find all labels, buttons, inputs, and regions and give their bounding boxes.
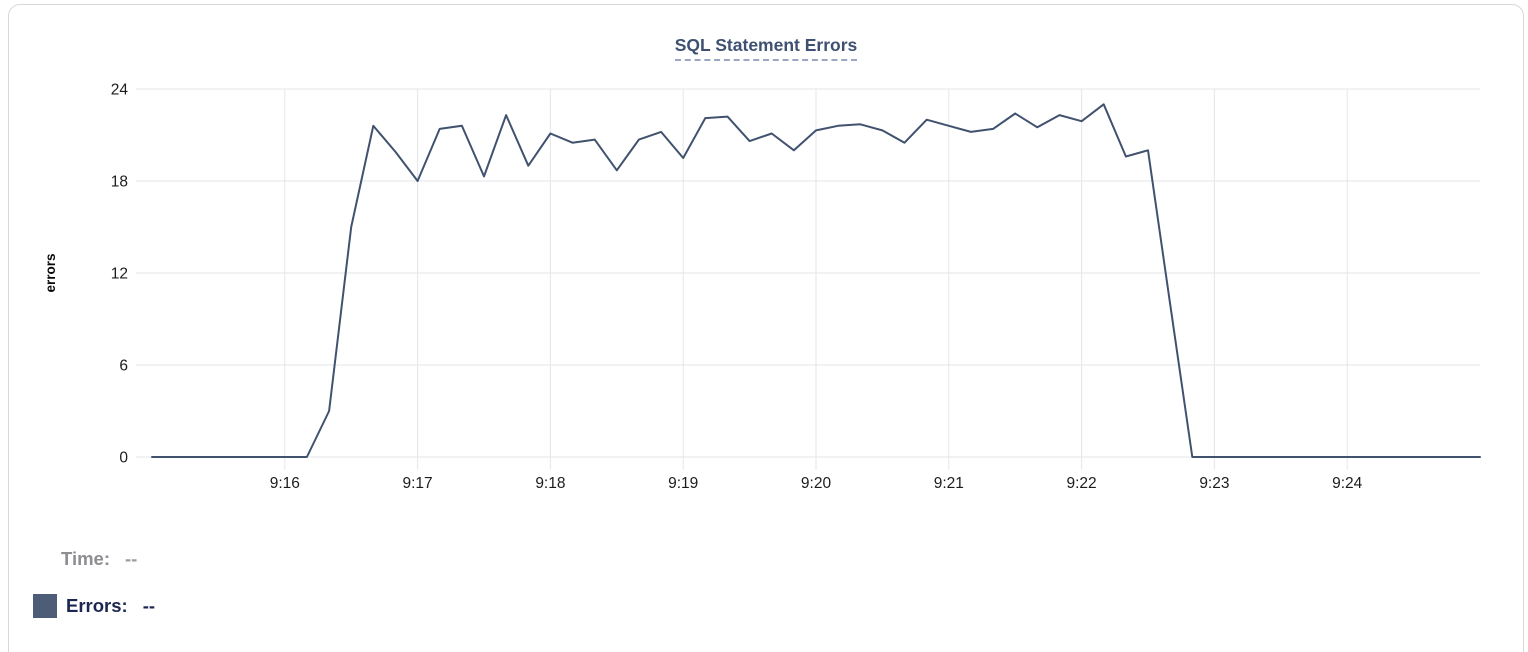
x-tick-label: 9:18 <box>535 475 565 492</box>
y-axis-label: errors <box>43 253 58 292</box>
grid-layer <box>136 88 1480 470</box>
y-tick-label: 18 <box>111 174 128 191</box>
x-tick-label: 9:16 <box>270 475 300 492</box>
series-layer <box>151 103 1481 458</box>
tick-label-layer: 0 6 12 18 24 9:16 9:17 9:18 9:19 9:20 9:21 9:22 9:23… <box>111 82 1363 493</box>
x-tick-label: 9:24 <box>1332 475 1363 492</box>
y-tick-label: 24 <box>111 82 129 99</box>
x-tick-label: 9:20 <box>801 475 832 492</box>
errors-label: Errors: <box>66 595 128 616</box>
chart-card: SQL Statement Errors 0 6 12 18 24 9:16 9:17 9:1… <box>8 4 1524 652</box>
x-tick-label: 9:21 <box>934 475 964 492</box>
hover-readout-time: Time: -- <box>61 548 137 570</box>
chart-header: SQL Statement Errors <box>9 35 1523 61</box>
time-label: Time: <box>61 548 111 569</box>
errors-series-swatch <box>33 594 57 618</box>
x-tick-label: 9:23 <box>1199 475 1229 492</box>
y-tick-label: 6 <box>119 358 128 375</box>
x-tick-label: 9:19 <box>668 475 698 492</box>
errors-series-line <box>151 103 1481 458</box>
y-tick-label: 12 <box>111 266 128 283</box>
y-tick-label: 0 <box>119 450 128 467</box>
chart-title-link[interactable]: SQL Statement Errors <box>674 35 858 61</box>
errors-value: -- <box>142 595 156 616</box>
x-tick-label: 9:22 <box>1067 475 1097 492</box>
legend-item-errors[interactable]: Errors: -- <box>33 594 155 618</box>
x-tick-label: 9:17 <box>403 475 433 492</box>
time-value: -- <box>125 548 138 569</box>
errors-line-chart[interactable]: 0 6 12 18 24 9:16 9:17 9:18 9:19 9:20 9:21 9:22 9:23… <box>9 5 1528 505</box>
